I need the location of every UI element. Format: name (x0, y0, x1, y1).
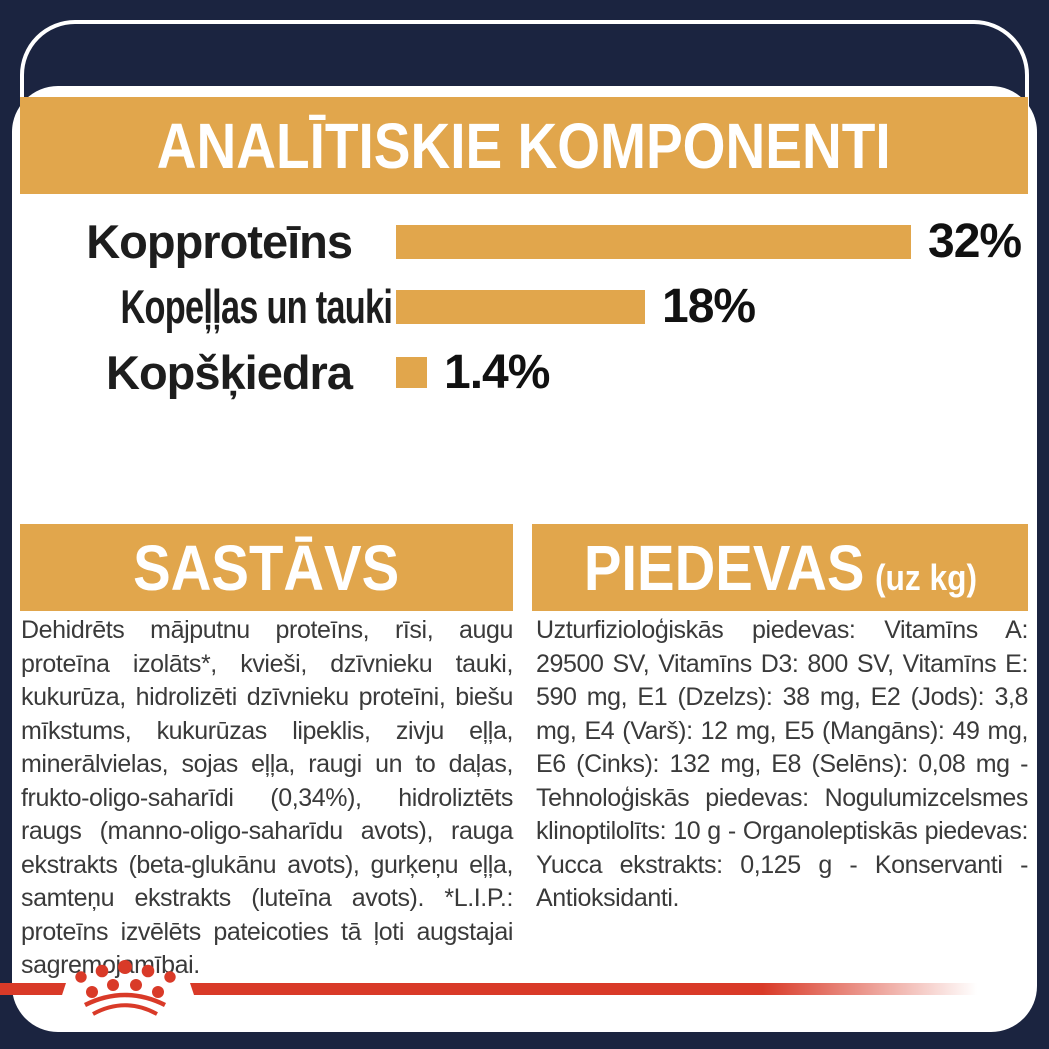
chart-value-label: 18% (662, 280, 756, 333)
chart-value-label: 1.4% (444, 345, 550, 399)
composition-banner: SASTĀVS (20, 524, 513, 611)
composition-title: SASTĀVS (133, 531, 400, 604)
royal-canin-crown-icon (75, 960, 176, 1016)
additives-title-suffix: (uz kg) (874, 556, 977, 598)
chart-category-label: Kopeļļas un tauki (120, 280, 393, 333)
chart-category-label: Kopšķiedra (106, 345, 353, 399)
chart-row-fat: Kopeļļas un tauki 18% (20, 274, 1030, 339)
analytic-components-title: ANALĪTISKIE KOMPONENTI (157, 109, 891, 182)
chart-category-label: Kopproteīns (86, 215, 353, 268)
analytic-components-chart: Kopproteīns 32% Kopeļļas un tauki 18% Ko… (20, 209, 1030, 405)
analytic-components-banner: ANALĪTISKIE KOMPONENTI (20, 97, 1028, 194)
chart-value-label: 32% (928, 215, 1022, 268)
footer-divider-line-right (190, 983, 985, 995)
chart-bar (396, 289, 645, 324)
chart-bar (396, 224, 911, 259)
composition-text: Dehidrēts mājputnu proteīns, rīsi, augu … (21, 616, 513, 979)
chart-bar (396, 356, 427, 388)
additives-banner: PIEDEVAS (uz kg) (532, 524, 1028, 611)
additives-text: Uzturfizioloģiskās piedevas: Vitamīns A:… (536, 616, 1028, 912)
chart-row-fibre: Kopšķiedra 1.4% (20, 339, 1030, 405)
additives-title: PIEDEVAS (583, 531, 864, 604)
footer-divider-line-left (0, 983, 66, 995)
chart-row-protein: Kopproteīns 32% (20, 209, 1030, 274)
